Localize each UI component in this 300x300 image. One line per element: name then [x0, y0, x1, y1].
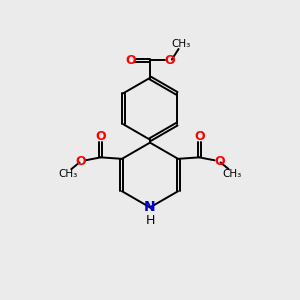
Text: CH₃: CH₃	[59, 169, 78, 179]
Text: H: H	[145, 214, 155, 227]
Text: O: O	[214, 155, 225, 168]
Text: N: N	[144, 200, 156, 214]
Text: O: O	[194, 130, 205, 143]
Text: O: O	[95, 130, 106, 143]
Text: O: O	[125, 54, 136, 67]
Text: CH₃: CH₃	[171, 39, 190, 49]
Text: O: O	[75, 155, 86, 168]
Text: O: O	[164, 54, 175, 67]
Text: CH₃: CH₃	[222, 169, 241, 179]
